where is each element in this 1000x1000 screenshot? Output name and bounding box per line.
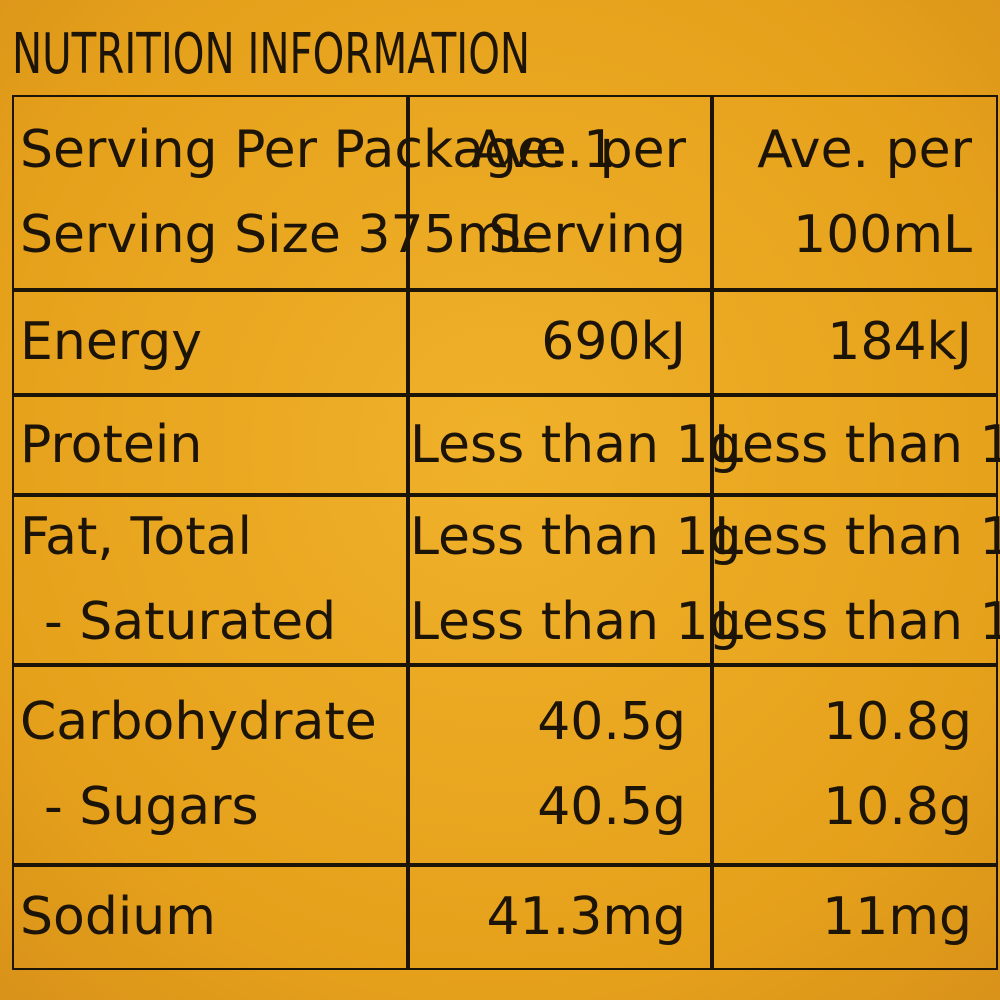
cell-line: - Saturated — [14, 580, 406, 665]
cell-text: Serving Size 375mL — [20, 204, 537, 265]
cell-line: Fat, Total — [14, 495, 406, 580]
table-cell: 184kJ — [712, 290, 998, 395]
cell-text: Less than 1g — [410, 414, 742, 475]
table-cell: Fat, Total - Saturated — [12, 495, 408, 665]
table-cell: Energy — [12, 290, 408, 395]
cell-line: Less than 1g — [714, 403, 1000, 488]
cell-text: 11mg — [822, 887, 972, 947]
cell-text: Protein — [20, 414, 203, 475]
cell-line: Serving — [410, 193, 710, 278]
cell-line: Less than 1g — [714, 495, 1000, 580]
cell-text: 40.5g — [537, 692, 686, 752]
cell-line: 10.8g — [714, 765, 996, 850]
cell-text: Less than 1g — [714, 414, 1000, 475]
cell-line: Ave. per — [714, 108, 996, 193]
table-cell: Sodium — [12, 865, 408, 970]
cell-line: 690kJ — [410, 300, 710, 385]
cell-text: 41.3mg — [486, 887, 686, 947]
table-cell: 40.5g 40.5g — [408, 665, 712, 865]
cell-text: Serving Per Package: 1 — [20, 119, 617, 180]
table-cell: 11mg — [712, 865, 998, 970]
nutrition-table: Serving Per Package: 1 Serving Size 375mL… — [12, 95, 1000, 970]
table-cell: 690kJ — [408, 290, 712, 395]
cell-text: 10.8g — [823, 692, 972, 752]
cell-line: Serving Size 375mL — [14, 193, 537, 278]
cell-line: Carbohydrate — [14, 680, 406, 765]
cell-line: Less than 1g — [410, 495, 742, 580]
cell-text: Energy — [20, 312, 203, 372]
table-cell: Carbohydrate - Sugars — [12, 665, 408, 865]
cell-text: 40.5g — [537, 777, 686, 837]
label-title: NUTRITION INFORMATION — [12, 22, 531, 87]
table-cell: 41.3mg — [408, 865, 712, 970]
cell-text: Less than 1g — [410, 592, 742, 652]
cell-text: Less than 1g — [410, 507, 742, 567]
cell-line: - Sugars — [14, 765, 406, 850]
table-cell: Less than 1g Less than 1g — [408, 495, 742, 665]
cell-text: Less than 1g — [714, 592, 1000, 652]
cell-line: 40.5g — [410, 680, 710, 765]
cell-line: Serving Per Package: 1 — [14, 108, 617, 193]
table-cell: Less than 1g — [712, 395, 1000, 495]
header-cell: Ave. per Serving — [408, 95, 712, 290]
table-cell: 10.8g 10.8g — [712, 665, 998, 865]
table-cell: Less than 1g — [408, 395, 742, 495]
cell-text: 184kJ — [827, 312, 972, 372]
cell-line: 11mg — [714, 875, 996, 960]
cell-line: Energy — [14, 300, 406, 385]
header-cell: Ave. per 100mL — [712, 95, 998, 290]
cell-line: 41.3mg — [410, 875, 710, 960]
cell-line: Less than 1g — [410, 580, 742, 665]
table-cell: Less than 1g Less than 1g — [712, 495, 1000, 665]
cell-line: 10.8g — [714, 680, 996, 765]
cell-text: 100mL — [793, 204, 972, 265]
cell-text: Fat, Total — [20, 507, 252, 567]
cell-text: 10.8g — [823, 777, 972, 837]
cell-text: - Sugars — [44, 777, 259, 837]
cell-line: Ave. per — [410, 108, 710, 193]
cell-line: Protein — [14, 403, 406, 488]
cell-text: 690kJ — [541, 312, 686, 372]
cell-text: Serving — [488, 204, 686, 265]
table-cell: Protein — [12, 395, 408, 495]
cell-line: Sodium — [14, 875, 406, 960]
cell-line: 100mL — [714, 193, 996, 278]
cell-line: Less than 1g — [714, 580, 1000, 665]
cell-text: Ave. per — [757, 119, 972, 180]
cell-line: 184kJ — [714, 300, 996, 385]
cell-text: Sodium — [20, 887, 216, 947]
cell-text: Carbohydrate — [20, 692, 377, 752]
cell-line: Less than 1g — [410, 403, 742, 488]
cell-text: - Saturated — [44, 592, 337, 652]
cell-text: Less than 1g — [714, 507, 1000, 567]
cell-text: Ave. per — [471, 119, 686, 180]
header-cell: Serving Per Package: 1 Serving Size 375mL — [12, 95, 617, 290]
cell-line: 40.5g — [410, 765, 710, 850]
